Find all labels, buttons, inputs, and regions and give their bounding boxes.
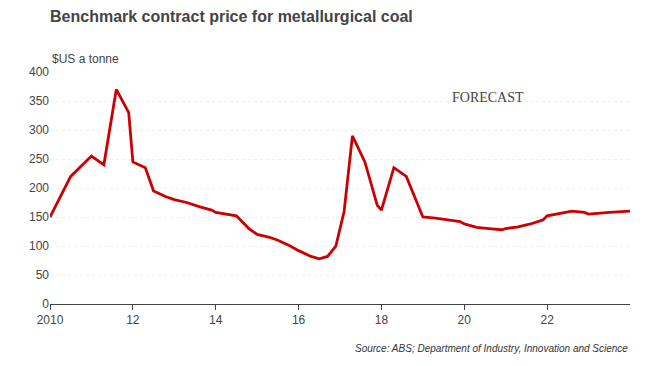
svg-text:300: 300: [29, 123, 49, 137]
svg-text:250: 250: [29, 152, 49, 166]
svg-text:400: 400: [29, 65, 49, 79]
svg-text:150: 150: [29, 210, 49, 224]
svg-text:14: 14: [209, 313, 223, 327]
svg-text:350: 350: [29, 94, 49, 108]
svg-text:50: 50: [36, 268, 50, 282]
svg-text:18: 18: [375, 313, 389, 327]
svg-text:Source: ABS; Department of Ind: Source: ABS; Department of Industry, Inn…: [355, 343, 628, 354]
svg-text:Benchmark contract price for m: Benchmark contract price for metallurgic…: [50, 8, 413, 25]
svg-text:$US a tonne: $US a tonne: [52, 52, 119, 66]
svg-text:20: 20: [458, 313, 472, 327]
svg-text:200: 200: [29, 181, 49, 195]
svg-text:22: 22: [540, 313, 554, 327]
svg-text:100: 100: [29, 239, 49, 253]
svg-text:12: 12: [126, 313, 140, 327]
svg-text:2010: 2010: [37, 313, 64, 327]
svg-text:FORECAST: FORECAST: [452, 90, 524, 105]
svg-text:0: 0: [42, 297, 49, 311]
svg-text:16: 16: [292, 313, 306, 327]
